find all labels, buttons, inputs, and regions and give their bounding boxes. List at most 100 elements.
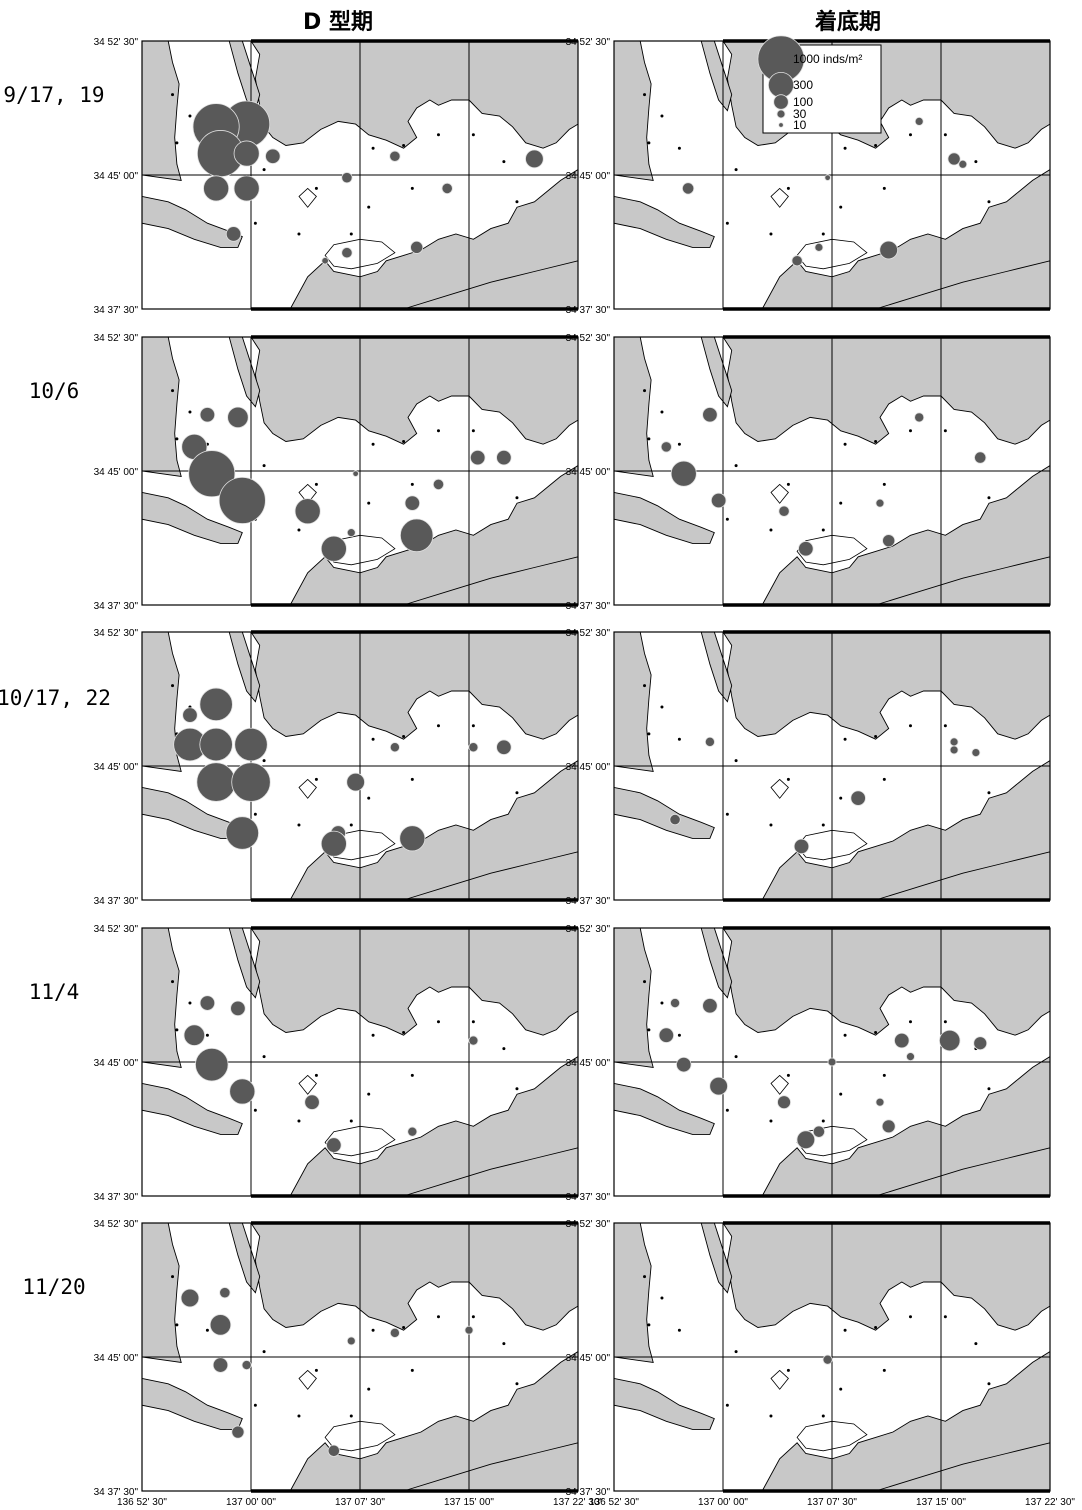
station-dot	[660, 1296, 664, 1300]
station-dot	[882, 1073, 886, 1077]
station-dot	[643, 684, 647, 688]
island	[770, 187, 789, 208]
station-dot	[943, 429, 947, 433]
station-dot	[314, 777, 318, 781]
land-area	[613, 927, 654, 1068]
station-dot	[297, 528, 301, 532]
latitude-label: 34 45' 00"	[566, 1353, 611, 1364]
station-dot	[262, 1055, 266, 1059]
station-dot	[410, 1073, 414, 1077]
station-dot	[734, 1350, 738, 1354]
latitude-label: 34 45' 00"	[94, 1058, 139, 1069]
longitude-label: 137 07' 30"	[807, 1497, 857, 1508]
station-dot	[371, 1033, 375, 1037]
station-dot	[402, 1031, 406, 1035]
density-bubble	[241, 1360, 252, 1371]
density-bubble	[875, 498, 885, 508]
station-dot	[436, 429, 440, 433]
row-date-label: 11/4	[29, 980, 80, 1004]
station-dot	[436, 1315, 440, 1319]
station-dot	[175, 141, 179, 145]
latitude-label: 34 37' 30"	[566, 896, 611, 907]
density-bubble	[231, 1425, 245, 1439]
longitude-label: 137 22' 30"	[553, 1497, 603, 1508]
station-dot	[297, 232, 301, 236]
density-bubble	[346, 772, 365, 792]
density-bubble	[704, 736, 715, 747]
station-dot	[643, 93, 647, 97]
land-area	[761, 1350, 1051, 1492]
station-dot	[410, 1368, 414, 1372]
density-bubble	[432, 478, 445, 490]
density-bubble	[822, 1354, 833, 1365]
density-bubble	[320, 535, 347, 562]
density-bubble	[231, 762, 271, 802]
station-dot	[471, 429, 475, 433]
station-dot	[175, 437, 179, 441]
land-area	[141, 336, 182, 477]
station-dot	[367, 501, 371, 505]
station-dot	[410, 482, 414, 486]
latitude-label: 34 45' 00"	[94, 467, 139, 478]
station-dot	[515, 200, 519, 204]
map-panel-right-row-2: 34 52' 30" 34 45' 00" 34 37' 30"	[566, 333, 1051, 612]
land-area	[761, 464, 1051, 606]
station-dot	[677, 1328, 681, 1332]
density-bubble	[196, 762, 236, 802]
density-bubble	[389, 742, 400, 753]
station-dot	[171, 389, 175, 393]
land-area	[228, 631, 261, 703]
land-area	[761, 1055, 1051, 1197]
station-dot	[349, 1119, 353, 1123]
station-dot	[769, 1414, 773, 1418]
station-dot	[436, 1020, 440, 1024]
legend-label: 1000 inds/m²	[793, 52, 862, 66]
land-area	[613, 1377, 715, 1430]
density-bubble	[973, 1036, 988, 1051]
density-bubble	[468, 742, 479, 753]
island	[770, 1074, 789, 1095]
latitude-label: 34 37' 30"	[566, 1487, 611, 1498]
density-bubble	[233, 140, 260, 167]
density-bubble	[399, 518, 434, 553]
row-date-label: 10/6	[29, 379, 80, 403]
station-dot	[349, 823, 353, 827]
station-dot	[367, 796, 371, 800]
station-dot	[943, 133, 947, 137]
density-bubble	[939, 1029, 961, 1052]
land-area	[700, 1222, 733, 1294]
density-bubble	[183, 1024, 206, 1046]
latitude-label: 34 52' 30"	[566, 1219, 611, 1230]
station-dot	[515, 496, 519, 500]
density-bubble	[341, 247, 353, 259]
longitude-label: 137 22' 30"	[1025, 1497, 1075, 1508]
latitude-label: 34 52' 30"	[566, 37, 611, 48]
density-bubble	[850, 790, 866, 806]
station-dot	[987, 1087, 991, 1091]
density-bubble	[225, 226, 242, 242]
station-dot	[402, 144, 406, 148]
density-bubble	[812, 1125, 826, 1138]
land-area	[141, 40, 182, 181]
density-bubble	[881, 1119, 896, 1134]
density-bubble	[327, 1444, 340, 1457]
land-area	[761, 168, 1051, 310]
station-dot	[647, 1323, 651, 1327]
latitude-label: 34 52' 30"	[566, 333, 611, 344]
station-dot	[843, 146, 847, 150]
station-dot	[262, 1350, 266, 1354]
latitude-label: 34 37' 30"	[566, 1192, 611, 1203]
map-panel-left-row-5: 34 52' 30" 34 45' 00" 34 37' 30"	[94, 1219, 579, 1498]
density-bubble	[346, 1336, 356, 1346]
land-area	[613, 491, 715, 544]
station-dot	[371, 737, 375, 741]
station-dot	[908, 429, 912, 433]
density-bubble	[341, 172, 353, 184]
land-area	[250, 631, 579, 740]
station-dot	[643, 980, 647, 984]
density-bubble	[199, 727, 233, 762]
map-panel-left-row-2: 34 52' 30" 34 45' 00" 34 37' 30"	[94, 333, 579, 612]
station-dot	[882, 777, 886, 781]
island	[770, 1369, 789, 1390]
